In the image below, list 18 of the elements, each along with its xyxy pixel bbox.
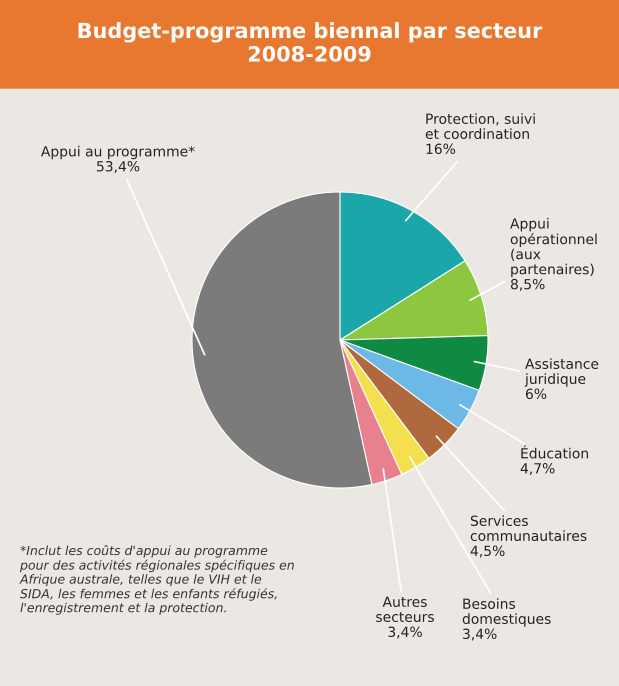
data-label: 4,5% — [470, 546, 505, 558]
data-label: 8,5% — [510, 278, 545, 291]
slice-label: Éducation — [521, 445, 588, 459]
data-label: 6% — [526, 388, 546, 400]
slice-label: Services communautaires — [470, 515, 586, 542]
data-label: 53,4% — [97, 161, 140, 173]
data-label: 3,4% — [463, 628, 497, 640]
slice-label: Protection, suivi et coordination — [426, 113, 535, 140]
slice-label: Autres secteurs — [376, 596, 434, 622]
slice-label: Appui au programme* — [40, 146, 195, 160]
data-label: 16% — [426, 144, 456, 154]
text: *Inclut les coûts d'appui au programme pour des activités régionales spécifiques en Afrique australe, telles que le VIH et le SIDA, les femmes et les enfants réfugiés, l'enregistrement et la protection. — [19, 545, 294, 615]
data-label: 4,7% — [520, 463, 555, 475]
chart-title: Budget-programme biennal par secteur 2008-2009 — [78, 22, 542, 62]
slice-label: Assistance juridique — [524, 358, 598, 387]
data-label: 3,4% — [388, 626, 422, 638]
slice-label: Besoins domestiques — [462, 598, 551, 627]
slice-label: Appui opérationnel (aux partenaires) — [510, 218, 597, 278]
